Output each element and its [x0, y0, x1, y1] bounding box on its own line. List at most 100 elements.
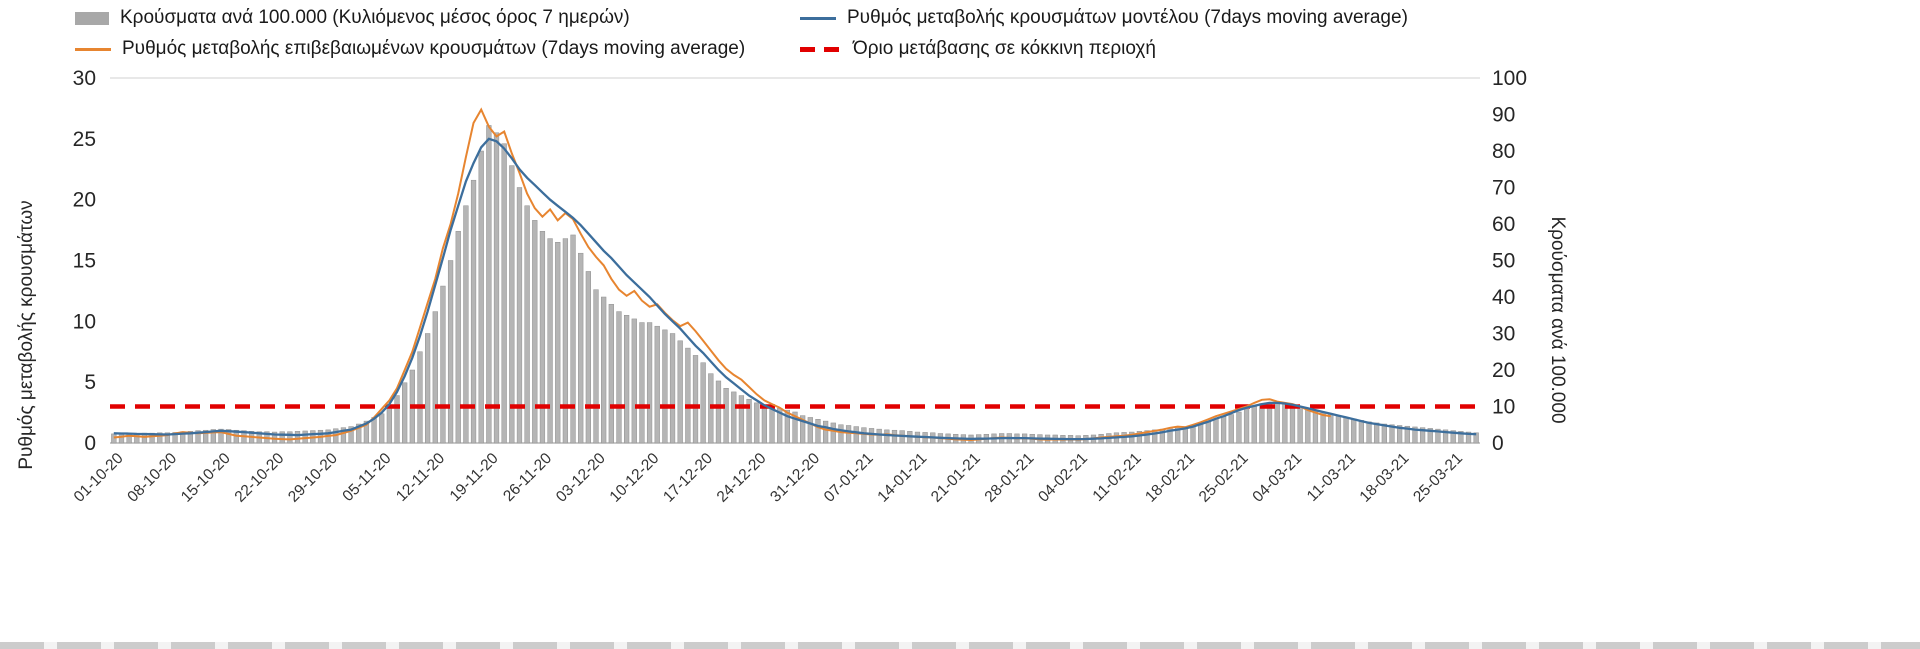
right-tick-label: 70 [1492, 177, 1515, 200]
x-tick-label: 31-12-20 [767, 450, 823, 506]
bar [379, 413, 385, 444]
bar [394, 395, 400, 444]
left-tick-label: 10 [73, 310, 96, 333]
bar [884, 429, 890, 444]
bar [662, 329, 668, 444]
bar [731, 391, 737, 444]
bar [386, 404, 392, 444]
legend: Κρούσματα ανά 100.000 (Κυλιόμενος μέσος … [0, 0, 1920, 70]
x-tick-label: 18-02-21 [1142, 450, 1198, 506]
bar [425, 333, 431, 444]
bar [340, 427, 347, 444]
bar [654, 325, 660, 444]
bar [585, 271, 591, 444]
legend-item-threshold: Όριο μετάβασης σε κόκκινη περιοχή [800, 38, 1156, 60]
bar [761, 404, 768, 444]
left-tick-label: 20 [73, 189, 96, 212]
legend-label-threshold: Όριο μετάβασης σε κόκκινη περιοχή [853, 38, 1156, 59]
bar [608, 304, 614, 444]
bar [1198, 422, 1204, 444]
bar [348, 426, 354, 444]
orange-line-swatch-icon [75, 47, 111, 51]
x-tick-label: 26-11-20 [500, 450, 555, 505]
bar [417, 351, 423, 444]
bar [287, 431, 293, 444]
bar [1259, 403, 1265, 444]
bar [1389, 424, 1395, 444]
bar [470, 179, 477, 444]
legend-item-confirmed-line: Ρυθμός μεταβολής επιβεβαιωμένων κρουσμάτ… [75, 38, 745, 60]
bar [1213, 418, 1219, 444]
bar [164, 432, 171, 444]
bar [1289, 404, 1296, 444]
bar [746, 398, 752, 444]
bar [822, 420, 829, 444]
bar [1251, 406, 1257, 444]
bar [1427, 428, 1433, 444]
x-tick-label: 18-03-21 [1357, 450, 1413, 506]
bar [363, 420, 370, 444]
right-tick-label: 40 [1492, 286, 1515, 309]
bar [639, 322, 645, 444]
left-axis-ticks: 0 5 10 15 20 25 30 [73, 67, 96, 455]
bar [669, 333, 676, 444]
x-tick-label: 19-11-20 [447, 450, 502, 505]
x-tick-label: 05-11-20 [339, 450, 394, 505]
left-tick-label: 0 [84, 432, 96, 455]
right-tick-label: 0 [1492, 432, 1504, 455]
left-tick-label: 15 [73, 250, 96, 273]
bar [1144, 430, 1150, 444]
bar [210, 429, 216, 444]
bar [203, 429, 209, 444]
x-tick-label: 28-01-21 [982, 450, 1038, 506]
bar [432, 311, 438, 444]
bar [1412, 426, 1418, 444]
bar [1328, 413, 1334, 444]
bar [447, 260, 454, 444]
bar [1205, 420, 1211, 444]
bar [754, 402, 760, 444]
bar [830, 422, 836, 444]
right-axis-ticks: 0 10 20 30 40 50 60 70 80 90 100 [1492, 67, 1527, 455]
bar [1419, 427, 1426, 444]
bar [532, 220, 538, 444]
bar [1458, 431, 1464, 444]
bar [646, 322, 653, 444]
x-tick-label: 10-12-20 [607, 450, 663, 506]
bar [440, 285, 446, 444]
bar [723, 388, 729, 444]
bar [402, 382, 408, 444]
bar [1450, 430, 1456, 444]
bar [792, 411, 798, 444]
bar [1381, 423, 1387, 444]
bar [692, 355, 699, 444]
right-tick-label: 10 [1492, 396, 1515, 419]
bar [493, 132, 500, 444]
x-tick-label: 04-03-21 [1249, 450, 1305, 506]
bar [516, 187, 523, 444]
model-cases-line [113, 137, 1477, 441]
bar [524, 205, 530, 444]
bar [463, 205, 469, 444]
bar [226, 429, 232, 444]
bar [1351, 418, 1357, 444]
bar [1358, 420, 1364, 444]
bar [1228, 414, 1234, 444]
bar [677, 340, 683, 444]
x-tick-label: 24-12-20 [714, 450, 770, 506]
bar [861, 427, 867, 444]
bar [1366, 421, 1372, 444]
bar [1136, 431, 1143, 444]
bar [356, 423, 362, 444]
bar [1282, 403, 1288, 444]
bar [172, 432, 178, 444]
bar [578, 252, 584, 444]
red-dashed-swatch-icon [800, 46, 842, 52]
x-tick-label: 14-01-21 [874, 450, 930, 506]
bar [547, 238, 553, 444]
bar [294, 431, 301, 444]
bars-series [111, 125, 1479, 444]
x-tick-label: 29-10-20 [285, 450, 341, 506]
bar [1297, 406, 1303, 444]
